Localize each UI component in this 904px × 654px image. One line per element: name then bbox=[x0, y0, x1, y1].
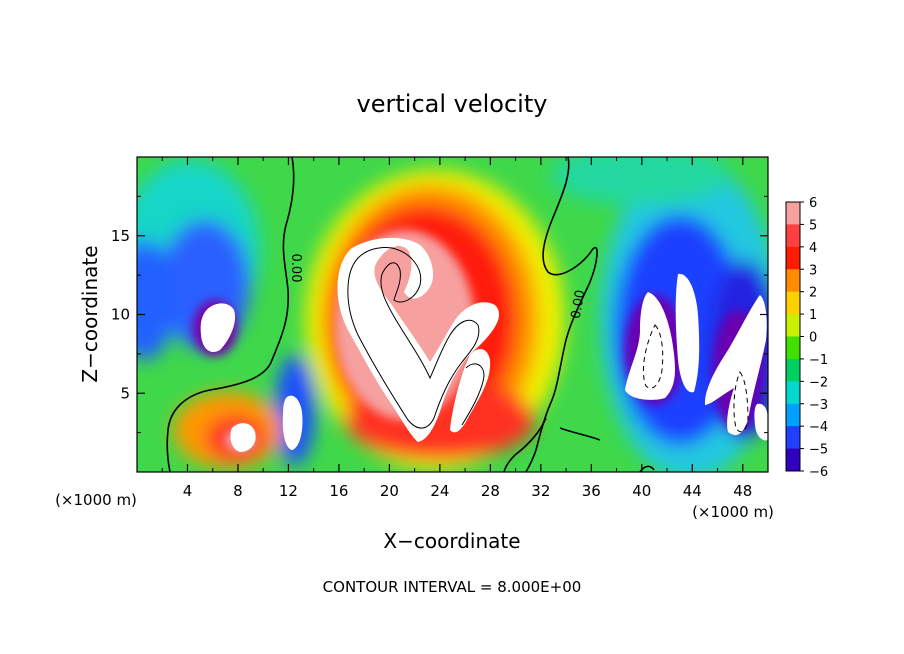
x-tick-label: 48 bbox=[733, 482, 752, 500]
x-axis-label: X−coordinate bbox=[383, 529, 520, 553]
colorbar-label: 2 bbox=[809, 286, 817, 301]
updraft-contour bbox=[347, 247, 480, 429]
colorbar-swatch bbox=[786, 269, 800, 293]
x-tick-label: 40 bbox=[632, 482, 651, 500]
colorbar-swatch bbox=[786, 403, 800, 427]
colorbar-label: 4 bbox=[809, 241, 817, 256]
zero-contour-right bbox=[525, 157, 598, 472]
colorbar-swatch bbox=[786, 381, 800, 405]
colorbar: 6 5 4 3 2 1 0 −1 −2 −3 −4 −5 −6 bbox=[785, 196, 828, 480]
zero-contour-left bbox=[166, 157, 295, 472]
y-tick-label: 10 bbox=[111, 306, 130, 324]
x-axis: 4 8 12 16 20 24 28 32 36 40 44 48 bbox=[161, 157, 752, 500]
plot-area: 0.00 0.00 bbox=[137, 157, 768, 472]
x-tick-label: 12 bbox=[279, 482, 298, 500]
saturation-left-downdraft bbox=[200, 303, 236, 353]
colorbar-swatch bbox=[786, 224, 800, 248]
saturation-right-downdraft-2 bbox=[675, 273, 700, 393]
colorbar-label: −1 bbox=[809, 353, 828, 368]
updraft-contour-lobe bbox=[461, 363, 485, 426]
colorbar-label: −6 bbox=[809, 465, 828, 480]
colorbar-label: −5 bbox=[809, 443, 828, 458]
contour-lines-thin bbox=[347, 247, 485, 429]
colorbar-label: 1 bbox=[809, 308, 817, 323]
colorbar-label: 5 bbox=[809, 218, 817, 233]
y-tick-label: 15 bbox=[111, 227, 130, 245]
saturation-low-left bbox=[230, 423, 256, 452]
x-tick-label: 16 bbox=[329, 482, 348, 500]
saturation-edge-right bbox=[754, 403, 768, 441]
colorbar-swatch bbox=[786, 202, 800, 225]
saturation-updraft-core bbox=[337, 237, 500, 442]
x-tick-label: 28 bbox=[481, 482, 500, 500]
colorbar-label: −2 bbox=[809, 375, 828, 390]
x-unit-label-left: (×1000 m) bbox=[55, 491, 137, 509]
saturation-right-downdraft bbox=[625, 292, 676, 400]
x-tick-label: 36 bbox=[582, 482, 601, 500]
contour-label-right: 0.00 bbox=[569, 289, 589, 320]
contour-lines-dashed bbox=[642, 324, 749, 433]
zero-contour-bottom bbox=[639, 465, 655, 472]
zero-contour-low-right bbox=[559, 427, 601, 441]
colorbar-label: 0 bbox=[809, 331, 817, 346]
saturation-mid-downdraft bbox=[282, 395, 303, 450]
y-axis-label: Z−coordinate bbox=[78, 245, 102, 382]
x-tick-label: 24 bbox=[430, 482, 449, 500]
colorbar-label: 3 bbox=[809, 263, 817, 278]
colorbar-swatch bbox=[786, 336, 800, 360]
negative-contour-far-right bbox=[733, 371, 749, 433]
colorbar-swatch bbox=[786, 448, 800, 472]
x-unit-label-right: (×1000 m) bbox=[692, 503, 774, 521]
colorbar-label: 6 bbox=[809, 196, 817, 211]
colorbar-swatch bbox=[786, 314, 800, 337]
x-tick-label: 32 bbox=[531, 482, 550, 500]
x-tick-label: 4 bbox=[183, 482, 193, 500]
x-tick-label: 8 bbox=[233, 482, 243, 500]
cool-region-left-edge bbox=[137, 240, 175, 360]
colorbar-swatch bbox=[786, 291, 800, 315]
colorbar-label: −4 bbox=[809, 420, 828, 435]
zero-contour-right-2 bbox=[503, 417, 547, 472]
colorbar-label: −3 bbox=[809, 398, 828, 413]
colorbar-swatch bbox=[786, 358, 800, 382]
saturation-far-right-downdraft bbox=[704, 295, 767, 436]
colorbar-swatch bbox=[786, 426, 800, 450]
chart-title: vertical velocity bbox=[357, 90, 548, 118]
cool-top-right bbox=[550, 157, 730, 205]
contour-lines bbox=[166, 157, 655, 472]
saturation-updraft-lobe bbox=[450, 348, 491, 433]
x-tick-label: 44 bbox=[683, 482, 702, 500]
colorbar-swatch bbox=[786, 246, 800, 270]
contour-label-left: 0.00 bbox=[288, 254, 303, 283]
negative-contour-right bbox=[642, 324, 664, 389]
y-tick-label: 5 bbox=[120, 384, 130, 402]
x-tick-label: 20 bbox=[380, 482, 399, 500]
y-axis: 5 10 15 bbox=[111, 195, 768, 434]
contour-interval-note: CONTOUR INTERVAL = 8.000E+00 bbox=[323, 578, 582, 596]
